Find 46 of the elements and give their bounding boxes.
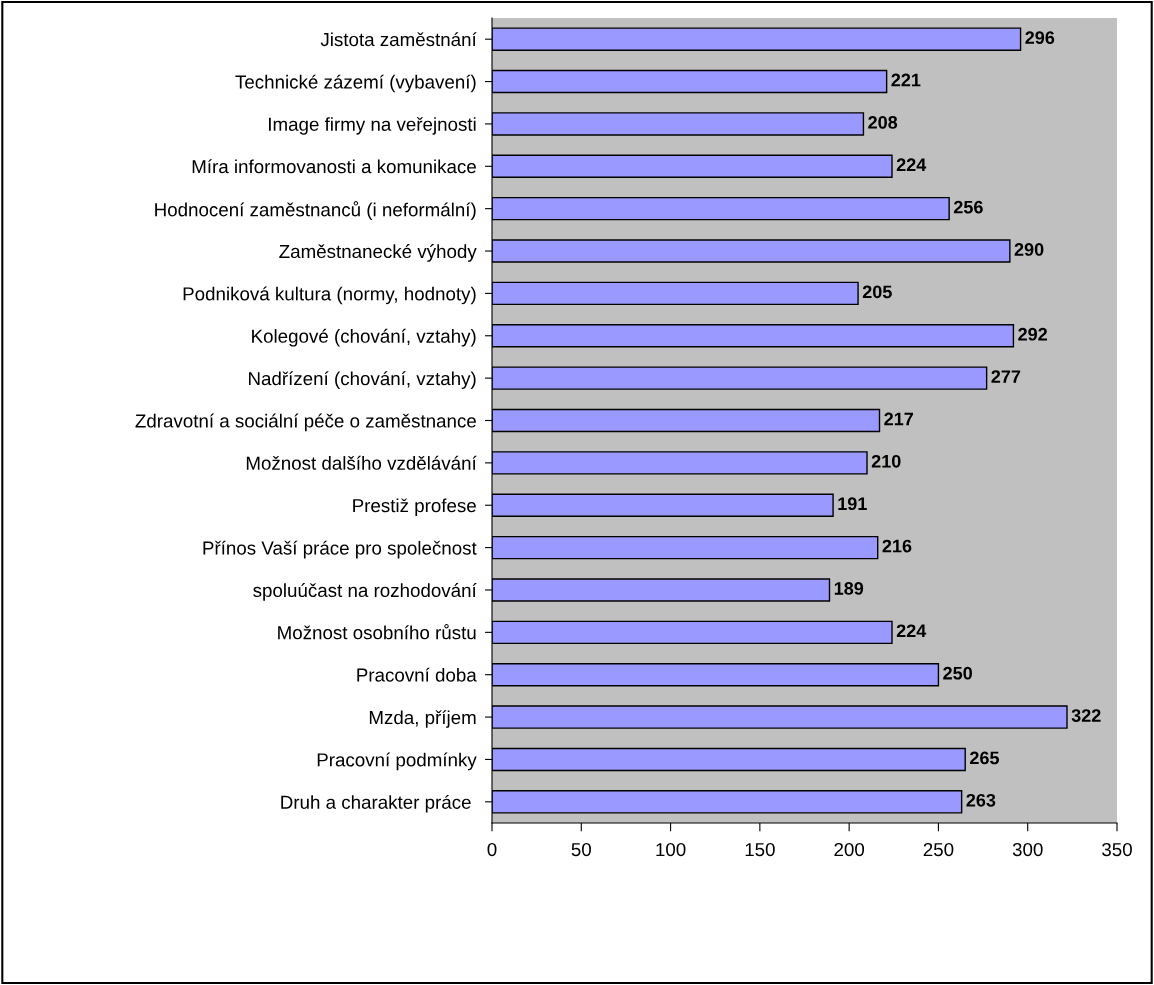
y-tick-label: Mzda, příjem bbox=[369, 710, 476, 728]
data-label: 210 bbox=[871, 454, 901, 468]
x-tick-label: 250 bbox=[923, 842, 954, 857]
x-tick-label: 0 bbox=[487, 842, 497, 857]
y-tick-label: spoluúčast na rozhodování bbox=[253, 583, 477, 601]
x-tick-label: 50 bbox=[571, 842, 591, 857]
data-label: 216 bbox=[882, 539, 912, 553]
data-label: 292 bbox=[1018, 327, 1047, 341]
data-label: 191 bbox=[838, 497, 867, 511]
data-label: 277 bbox=[991, 370, 1021, 383]
y-tick-label: Hodnocení zaměstnanců (i neformální) bbox=[155, 201, 476, 221]
data-label: 217 bbox=[884, 412, 913, 426]
y-tick-label: Druh a charakter práce bbox=[281, 794, 471, 813]
y-tick-label: Jistota zaměstnání bbox=[320, 32, 477, 47]
y-tick-label: Míra informovanosti a komunikace bbox=[192, 159, 476, 174]
y-tick-label: Pracovní podmínky bbox=[317, 752, 477, 771]
y-tick-label: Zdravotní a sociální péče o zaměstnance bbox=[135, 413, 476, 432]
y-tick-label: Kolegové (chování, vztahy) bbox=[252, 328, 476, 347]
y-tick-label: Technické zázemí (vybavení) bbox=[235, 74, 476, 93]
data-label: 265 bbox=[970, 751, 999, 765]
y-tick-label: Image firmy na veřejnosti bbox=[269, 117, 476, 135]
x-tick-label: 200 bbox=[834, 842, 865, 857]
x-tick-label: 300 bbox=[1012, 842, 1043, 857]
y-tick-label: Zaměstnanecké výhody bbox=[279, 244, 477, 262]
x-tick-label: 350 bbox=[1102, 842, 1132, 857]
data-label: 250 bbox=[943, 666, 972, 680]
y-tick-label: Podniková kultura (normy, hodnoty) bbox=[183, 286, 476, 305]
data-label: 208 bbox=[868, 115, 898, 129]
data-label: 189 bbox=[834, 582, 864, 595]
data-label: 224 bbox=[896, 158, 927, 171]
data-label: 322 bbox=[1071, 709, 1101, 722]
data-label: 263 bbox=[966, 793, 996, 807]
data-label: 205 bbox=[862, 285, 892, 299]
y-tick-label: Možnost osobního růstu bbox=[278, 624, 476, 640]
y-tick-label: Nadřízení (chování, vztahy) bbox=[249, 371, 476, 389]
y-tick-label: Prestiž profese bbox=[353, 498, 476, 516]
data-label: 296 bbox=[1025, 31, 1055, 45]
y-tick-label: Pracovní doba bbox=[357, 667, 477, 682]
x-tick-label: 100 bbox=[656, 842, 686, 857]
x-tick-label: 150 bbox=[745, 842, 775, 857]
y-tick-label: Možnost dalšího vzdělávání bbox=[246, 455, 477, 470]
data-label: 256 bbox=[953, 200, 983, 214]
data-label: 290 bbox=[1014, 243, 1044, 256]
y-tick-label: Přínos Vaší práce pro společnost bbox=[203, 540, 477, 559]
data-label: 224 bbox=[896, 624, 927, 638]
data-label: 221 bbox=[891, 73, 921, 87]
